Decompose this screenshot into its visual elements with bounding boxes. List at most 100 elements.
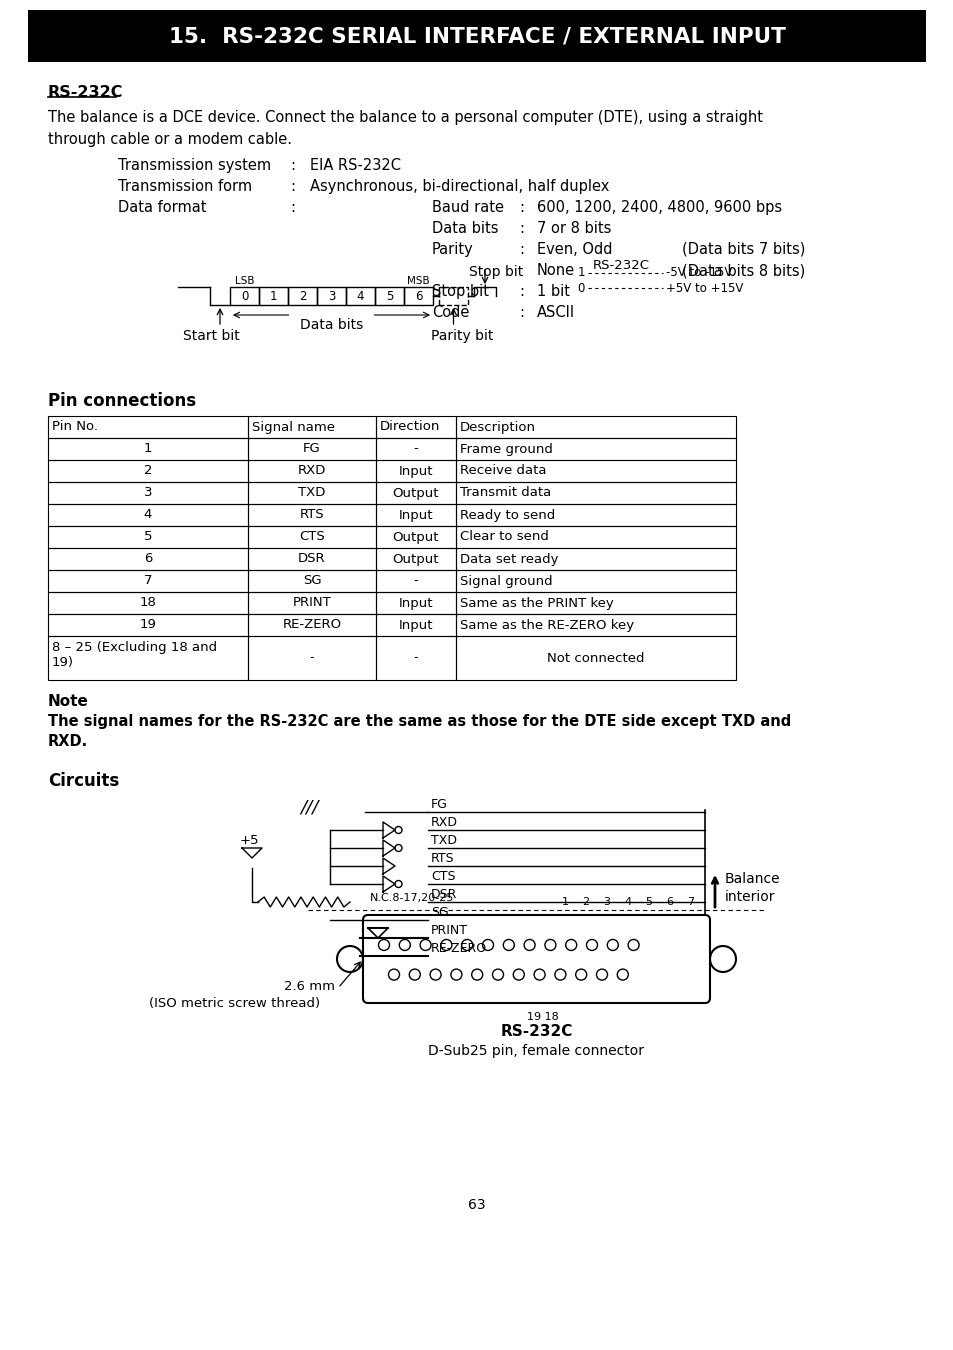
Bar xyxy=(375,636,456,680)
Text: -5V to -15V: -5V to -15V xyxy=(665,266,732,279)
Text: Circuits: Circuits xyxy=(48,772,119,790)
Text: Parity bit: Parity bit xyxy=(431,329,493,343)
Text: Ready to send: Ready to send xyxy=(459,509,555,521)
Bar xyxy=(375,482,456,504)
Bar xyxy=(456,482,735,504)
Text: :: : xyxy=(518,200,523,215)
Text: 19): 19) xyxy=(52,656,74,670)
Text: -: - xyxy=(414,575,418,587)
Text: MSB: MSB xyxy=(407,275,430,286)
Text: DSR: DSR xyxy=(431,888,456,900)
Text: :: : xyxy=(290,180,294,194)
Text: Output: Output xyxy=(393,531,438,544)
Text: FG: FG xyxy=(431,798,447,811)
Text: 2: 2 xyxy=(298,289,306,302)
Text: 1: 1 xyxy=(577,266,584,279)
Text: Data set ready: Data set ready xyxy=(459,552,558,566)
Text: 1: 1 xyxy=(144,443,152,455)
Text: Stop bit: Stop bit xyxy=(432,284,489,298)
Text: 7: 7 xyxy=(687,896,694,907)
Text: Data format: Data format xyxy=(118,200,206,215)
Text: Baud rate: Baud rate xyxy=(432,200,503,215)
Text: through cable or a modem cable.: through cable or a modem cable. xyxy=(48,132,292,147)
Bar xyxy=(456,593,735,614)
Bar xyxy=(248,482,375,504)
Text: 5: 5 xyxy=(144,531,152,544)
Bar xyxy=(375,437,456,460)
Text: RE-ZERO: RE-ZERO xyxy=(282,618,341,632)
Text: PRINT: PRINT xyxy=(293,597,331,609)
Text: 7 or 8 bits: 7 or 8 bits xyxy=(537,221,611,236)
Text: +5: +5 xyxy=(240,833,259,846)
Text: CTS: CTS xyxy=(299,531,325,544)
Text: 1: 1 xyxy=(561,896,568,907)
Text: -: - xyxy=(414,443,418,455)
Text: 7: 7 xyxy=(144,575,152,587)
Bar xyxy=(48,460,248,482)
Bar xyxy=(48,548,248,570)
Text: SG: SG xyxy=(431,906,448,919)
Text: Input: Input xyxy=(398,618,433,632)
Text: Same as the RE-ZERO key: Same as the RE-ZERO key xyxy=(459,618,634,632)
Text: 3: 3 xyxy=(144,486,152,500)
Text: 2: 2 xyxy=(582,896,589,907)
Bar xyxy=(375,614,456,636)
Text: 3: 3 xyxy=(328,289,335,302)
Text: Even, Odd: Even, Odd xyxy=(537,242,612,256)
Text: Output: Output xyxy=(393,486,438,500)
Text: Pin connections: Pin connections xyxy=(48,392,196,410)
Text: :: : xyxy=(290,158,294,173)
Bar xyxy=(48,482,248,504)
Text: Start bit: Start bit xyxy=(183,329,239,343)
Text: Input: Input xyxy=(398,597,433,609)
Bar xyxy=(375,416,456,437)
Text: 4: 4 xyxy=(356,289,364,302)
Bar xyxy=(248,548,375,570)
Text: 1 bit: 1 bit xyxy=(537,284,569,298)
Text: Stop bit: Stop bit xyxy=(469,265,522,279)
Text: Input: Input xyxy=(398,464,433,478)
Bar xyxy=(456,570,735,593)
Text: (ISO metric screw thread): (ISO metric screw thread) xyxy=(149,996,319,1010)
Text: 0: 0 xyxy=(577,282,584,294)
Text: TXD: TXD xyxy=(431,834,456,846)
Text: Data bits: Data bits xyxy=(299,319,363,332)
FancyBboxPatch shape xyxy=(363,915,709,1003)
Bar xyxy=(48,526,248,548)
Text: 5: 5 xyxy=(645,896,652,907)
Text: N.C.8-17,20-25: N.C.8-17,20-25 xyxy=(370,892,454,903)
Text: Receive data: Receive data xyxy=(459,464,546,478)
Text: 0: 0 xyxy=(240,289,248,302)
Text: Asynchronous, bi-directional, half duplex: Asynchronous, bi-directional, half duple… xyxy=(310,180,609,194)
Bar xyxy=(248,526,375,548)
Text: +5V to +15V: +5V to +15V xyxy=(665,282,742,294)
Text: RTS: RTS xyxy=(299,509,324,521)
Bar xyxy=(48,504,248,526)
Bar xyxy=(48,614,248,636)
Bar xyxy=(248,437,375,460)
Text: TXD: TXD xyxy=(298,486,325,500)
Bar xyxy=(375,504,456,526)
Text: 6: 6 xyxy=(666,896,673,907)
Text: 6: 6 xyxy=(415,289,422,302)
Bar xyxy=(258,288,288,305)
Bar xyxy=(403,288,433,305)
Text: RS-232C: RS-232C xyxy=(593,259,649,271)
Bar xyxy=(375,593,456,614)
Text: 2.6 mm: 2.6 mm xyxy=(284,980,335,992)
Bar xyxy=(456,548,735,570)
Text: Transmission system: Transmission system xyxy=(118,158,271,173)
Bar xyxy=(248,460,375,482)
Text: 2: 2 xyxy=(144,464,152,478)
Bar xyxy=(248,570,375,593)
Text: Clear to send: Clear to send xyxy=(459,531,548,544)
Bar xyxy=(28,9,925,62)
Text: The signal names for the RS-232C are the same as those for the DTE side except T: The signal names for the RS-232C are the… xyxy=(48,714,790,729)
Text: CTS: CTS xyxy=(431,869,455,883)
Text: RTS: RTS xyxy=(431,852,455,865)
Text: :: : xyxy=(518,242,523,256)
Text: Frame ground: Frame ground xyxy=(459,443,553,455)
Bar xyxy=(375,460,456,482)
Bar xyxy=(438,288,468,305)
Text: 3: 3 xyxy=(603,896,610,907)
